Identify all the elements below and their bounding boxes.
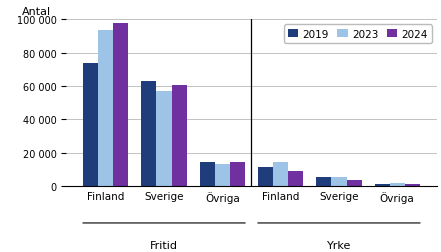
Bar (200, 162, 215, 186)
Bar (258, 167, 273, 186)
Bar (141, 82, 157, 186)
Bar (157, 92, 172, 186)
Bar (390, 183, 405, 186)
Bar (273, 162, 288, 186)
Text: Yrke: Yrke (327, 240, 351, 250)
Bar (331, 177, 347, 186)
Bar (98, 31, 113, 186)
Bar (113, 23, 128, 186)
Bar (347, 181, 362, 186)
Text: Fritid: Fritid (150, 240, 178, 250)
Text: Antal: Antal (22, 7, 51, 17)
Bar (172, 86, 187, 186)
Bar (316, 177, 331, 186)
Bar (215, 164, 230, 186)
Bar (83, 64, 98, 186)
Bar (374, 184, 390, 186)
Bar (230, 162, 245, 186)
Bar (288, 172, 303, 186)
Bar (405, 184, 420, 186)
Legend: 2019, 2023, 2024: 2019, 2023, 2024 (284, 25, 432, 44)
